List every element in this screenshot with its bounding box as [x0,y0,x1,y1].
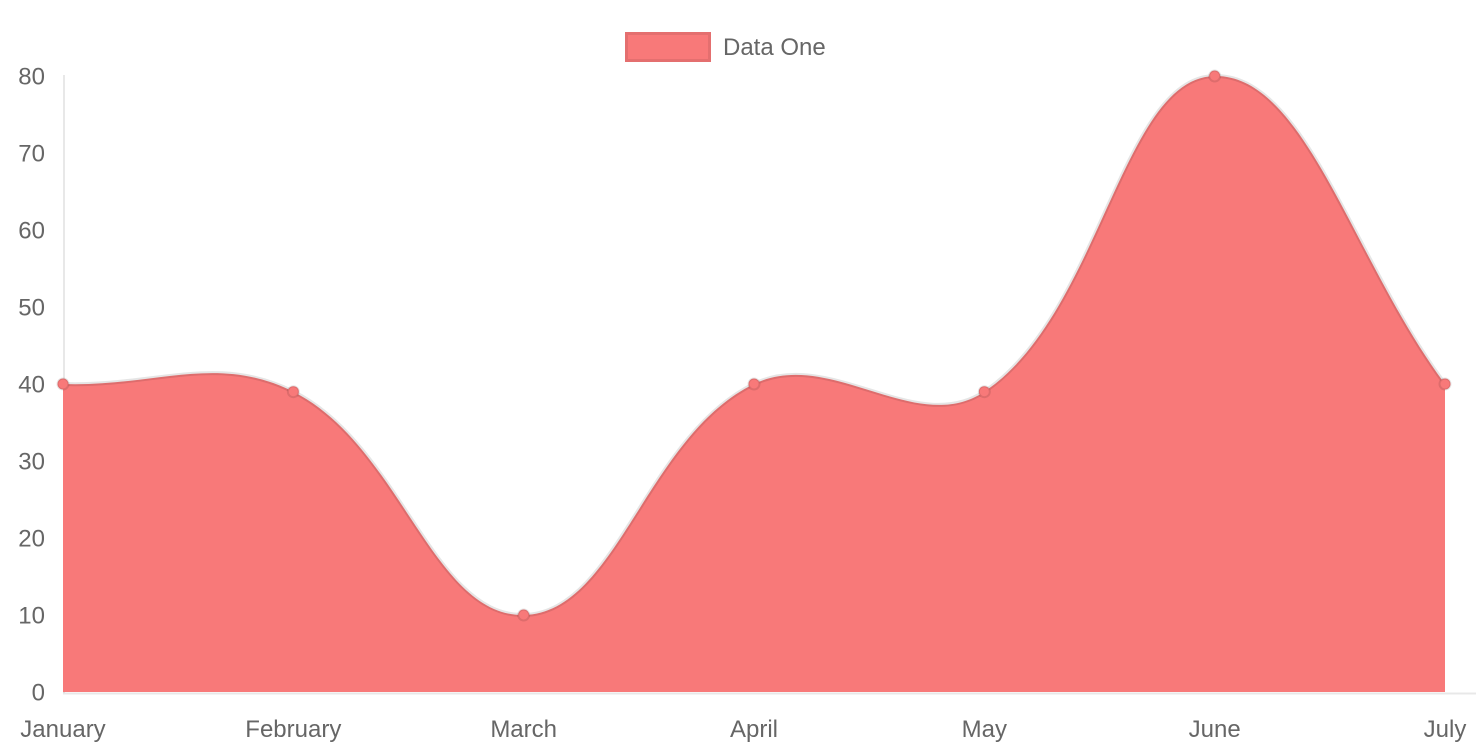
legend-item-data-one[interactable]: Data One [625,32,826,62]
data-point-may[interactable] [977,385,991,399]
x-tick-label-january: January [20,716,105,743]
x-tick-label-may: May [962,716,1007,743]
legend-label: Data One [723,33,826,61]
x-tick-label-march: March [490,716,557,743]
data-point-april[interactable] [747,377,761,391]
legend: Data One [625,32,826,62]
y-tick-label-60: 60 [18,218,45,245]
x-tick-label-february: February [245,716,341,743]
x-tick-label-april: April [730,716,778,743]
y-tick-label-80: 80 [18,64,45,91]
y-tick-label-10: 10 [18,603,45,630]
data-point-march[interactable] [517,608,531,622]
legend-swatch [625,32,711,62]
x-tick-label-july: July [1424,716,1467,743]
data-point-july[interactable] [1438,377,1452,391]
x-tick-label-june: June [1189,716,1241,743]
area-fill [63,75,1445,692]
data-point-january[interactable] [56,377,70,391]
y-tick-label-50: 50 [18,295,45,322]
y-tick-label-40: 40 [18,372,45,399]
y-tick-label-30: 30 [18,449,45,476]
y-tick-label-70: 70 [18,141,45,168]
series-line [61,73,1447,618]
data-point-june[interactable] [1208,69,1222,83]
y-tick-label-20: 20 [18,526,45,553]
y-tick-label-0: 0 [32,680,45,707]
data-point-february[interactable] [286,385,300,399]
